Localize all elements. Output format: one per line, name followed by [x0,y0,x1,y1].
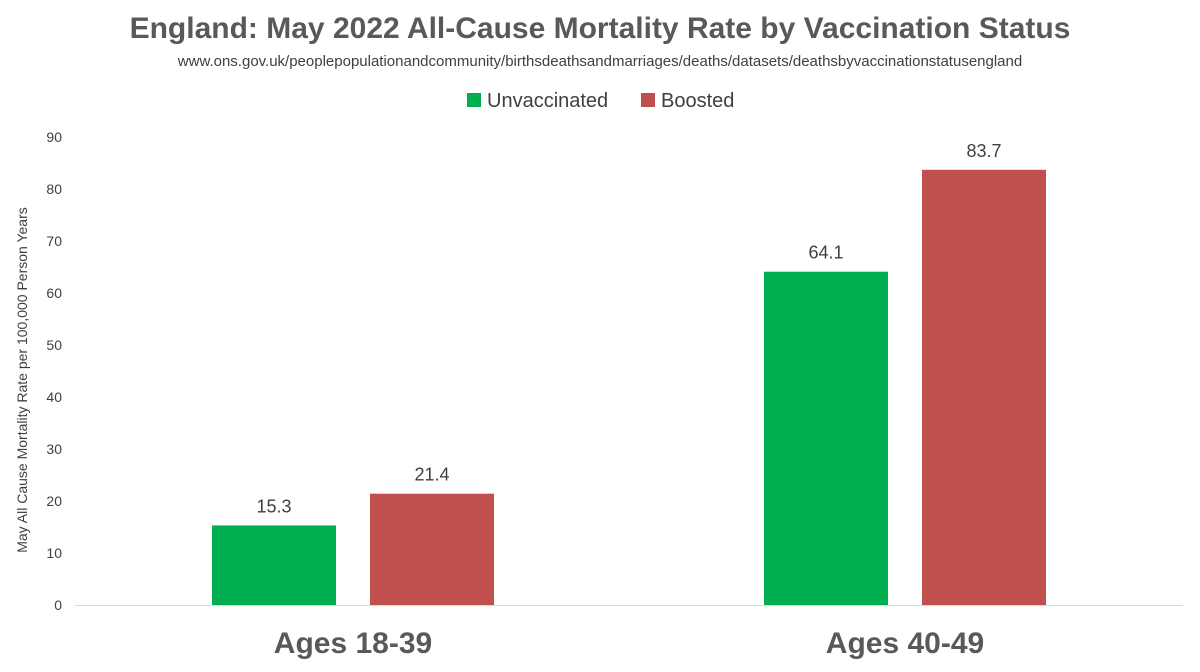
legend-label-unvaccinated: Unvaccinated [487,90,608,112]
bar-unvaccinated-1 [212,525,336,605]
value-label-boosted-2: 83.7 [966,141,1001,161]
bar-unvaccinated-2 [764,271,888,605]
bar-boosted-1 [370,493,494,605]
y-tick-label: 30 [46,441,62,457]
category-label-ages-40-49: Ages 40-49 [826,627,984,660]
chart-subtitle: www.ons.gov.uk/peoplepopulationandcommun… [177,53,1022,70]
y-tick-label: 80 [46,181,62,197]
value-labels: 15.3 64.1 21.4 83.7 [256,141,1001,517]
y-tick-label: 90 [46,129,62,145]
category-label-ages-18-39: Ages 18-39 [274,627,432,660]
y-tick-label: 40 [46,389,62,405]
legend-label-boosted: Boosted [661,90,734,112]
chart-title: England: May 2022 All-Cause Mortality Ra… [130,12,1071,45]
legend: Unvaccinated Boosted [467,90,734,112]
y-tick-label: 0 [54,597,62,613]
value-label-unvaccinated-2: 64.1 [808,243,843,263]
legend-swatch-boosted [641,93,655,107]
legend-swatch-unvaccinated [467,93,481,107]
y-tick-label: 20 [46,493,62,509]
y-tick-label: 10 [46,545,62,561]
value-label-boosted-1: 21.4 [414,465,449,485]
bars [212,169,1046,606]
y-axis-ticks: 0 10 20 30 40 50 60 70 80 90 [46,129,62,613]
y-axis-label: May All Cause Mortality Rate per 100,000… [14,207,30,553]
y-tick-label: 50 [46,337,62,353]
value-label-unvaccinated-1: 15.3 [256,496,291,516]
bar-boosted-2 [922,169,1046,606]
y-tick-label: 70 [46,233,62,249]
y-tick-label: 60 [46,285,62,301]
